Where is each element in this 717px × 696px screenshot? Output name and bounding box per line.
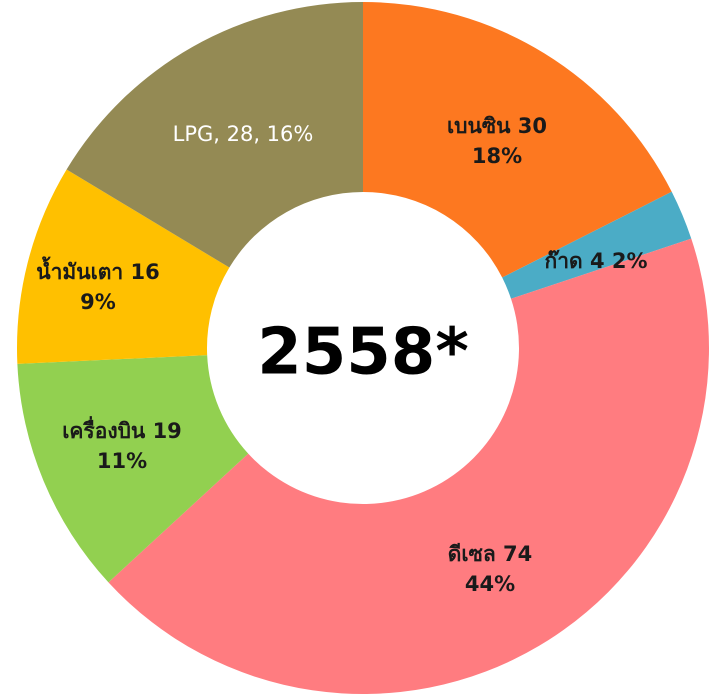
data-label-line: 9% [80,290,116,314]
data-label-line: ก๊าด 4 2% [544,249,647,273]
data-label: เครื่องบิน 19 11% [62,415,182,473]
slice [502,191,692,299]
data-label-line: 44% [465,572,515,596]
data-label-line: LPG, 28, 16% [173,122,314,146]
slice [363,2,672,278]
data-label: LPG, 28, 16% [173,122,314,146]
slices [16,2,710,694]
data-label-line: ดีเซล 74 [448,542,532,566]
data-label: น้ำมันเตา 16 9% [36,256,160,314]
slice [66,2,364,268]
data-label-line: 18% [472,144,522,168]
data-label-line: น้ำมันเตา 16 [36,256,160,284]
slice [108,238,710,694]
data-label-line: 11% [97,449,147,473]
data-label-line: เครื่องบิน 19 [62,415,182,443]
data-label: เบนซิน 30 18% [447,114,547,168]
center-label: 2558* [257,316,469,390]
slice [16,169,230,364]
data-label: ก๊าด 4 2% [544,249,647,273]
data-label-line: เบนซิน 30 [447,114,547,138]
labels: เบนซิน 30 18% ก๊าด 4 2% ดีเซล 74 44% เครื่องบ… [36,114,647,596]
slice [17,355,249,583]
data-label: ดีเซล 74 44% [448,542,532,596]
